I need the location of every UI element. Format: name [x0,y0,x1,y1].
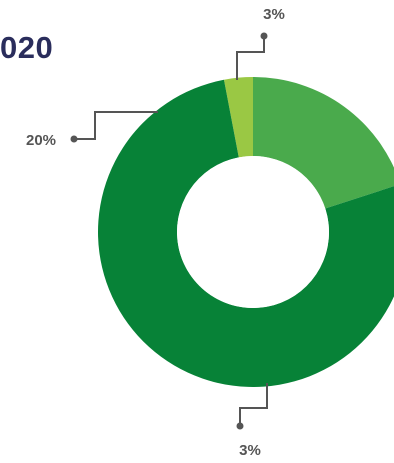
data-label-bottom: 3% [239,442,261,459]
leader-bottom [236,383,268,430]
data-label-top: 3% [263,6,285,23]
donut-hole [177,156,329,308]
donut-slice-0 [223,77,253,158]
leader-left [70,111,158,143]
leader-top [236,32,268,80]
data-label-left: 20% [26,132,56,149]
donut-slice-1 [253,77,394,209]
donut-slice-2 [98,79,394,387]
chart-title: 020 [0,30,54,65]
